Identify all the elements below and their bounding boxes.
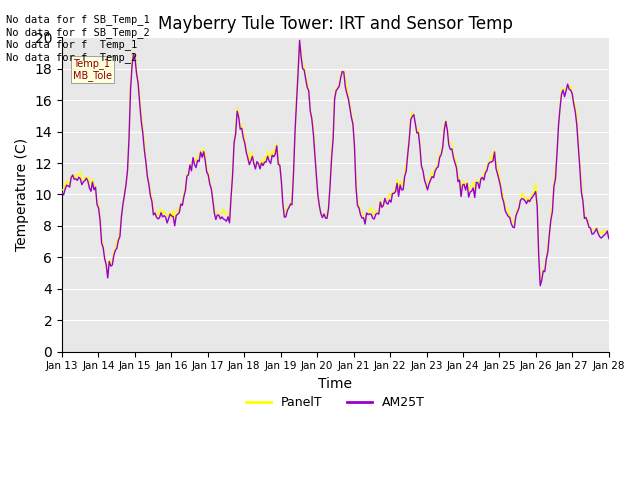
PanelT	[296, 39, 303, 45]
AM25T	[299, 66, 307, 72]
Line: PanelT: PanelT	[62, 42, 609, 281]
AM25T	[125, 135, 133, 141]
PanelT	[248, 150, 256, 156]
AM25T	[296, 37, 303, 43]
Legend: PanelT, AM25T: PanelT, AM25T	[241, 391, 430, 414]
Text: Temp_1
MB_Tole: Temp_1 MB_Tole	[73, 58, 112, 81]
PanelT	[577, 180, 585, 186]
AM25T	[221, 217, 229, 223]
Title: Mayberry Tule Tower: IRT and Sensor Temp: Mayberry Tule Tower: IRT and Sensor Temp	[158, 15, 513, 33]
AM25T	[536, 283, 544, 288]
AM25T	[239, 135, 247, 141]
Text: No data for f SB_Temp_1
No data for f SB_Temp_2
No data for f  Temp_1
No data fo: No data for f SB_Temp_1 No data for f SB…	[6, 14, 150, 63]
AM25T	[248, 154, 256, 159]
Line: AM25T: AM25T	[62, 40, 609, 286]
PanelT	[299, 62, 307, 68]
Y-axis label: Temperature (C): Temperature (C)	[15, 138, 29, 251]
X-axis label: Time: Time	[318, 377, 353, 391]
AM25T	[577, 189, 585, 195]
AM25T	[605, 236, 612, 241]
PanelT	[125, 131, 133, 136]
PanelT	[58, 187, 66, 192]
PanelT	[221, 211, 229, 216]
PanelT	[239, 130, 247, 135]
PanelT	[536, 278, 544, 284]
AM25T	[58, 190, 66, 195]
PanelT	[605, 233, 612, 239]
